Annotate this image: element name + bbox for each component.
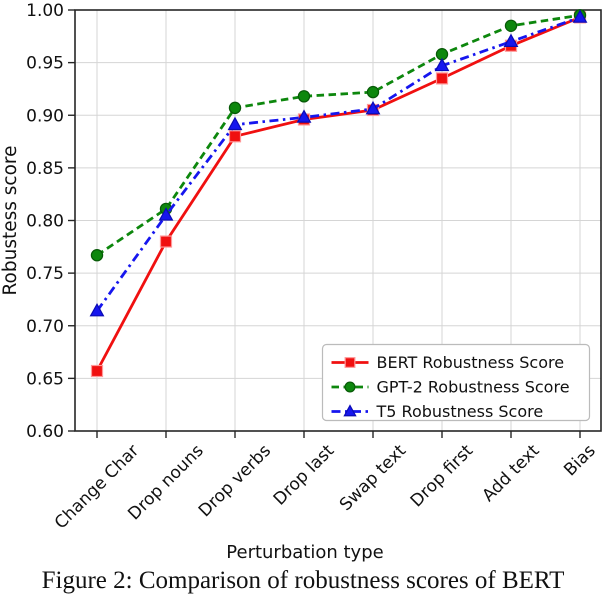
y-tick-label: 0.85 (26, 159, 64, 179)
y-tick-label: 1.00 (26, 1, 64, 21)
y-tick-label: 0.75 (26, 264, 64, 284)
x-tick-label: Drop first (407, 441, 478, 512)
data-point-marker-circle (90, 249, 104, 262)
data-point-marker-triangle (365, 100, 381, 115)
x-tick-label: Drop verbs (195, 441, 275, 521)
y-tick-label: 0.60 (26, 422, 64, 442)
y-tick-label: 0.95 (26, 54, 64, 74)
data-point-marker-square (435, 72, 449, 85)
legend-box (321, 343, 591, 422)
legend-label: T5 Robustness Score (376, 402, 544, 421)
data-point-marker-square (159, 235, 173, 248)
data-point-marker-circle (228, 101, 242, 115)
x-tick-label: Change Char (51, 441, 143, 533)
data-point-marker-circle (297, 90, 311, 103)
y-tick-label: 0.65 (26, 369, 64, 389)
x-axis-title: Perturbation type (226, 542, 383, 563)
data-point-marker-square (228, 130, 242, 143)
data-point-marker-triangle (572, 9, 588, 23)
y-axis-label: Robustess score (0, 146, 21, 296)
data-point-marker-triangle (227, 116, 243, 131)
data-point-marker-square (344, 357, 356, 368)
x-tick-label: Bias (560, 441, 599, 480)
series-line-2 (95, 16, 581, 312)
y-tick-label: 0.70 (26, 317, 64, 337)
data-point-marker-triangle (296, 109, 312, 123)
series-line-1 (96, 13, 581, 257)
y-tick-label: 0.90 (26, 106, 64, 126)
data-point-marker-circle (344, 381, 356, 393)
data-point-marker-square (90, 364, 104, 378)
data-point-marker-circle (366, 85, 380, 99)
series-line-0 (95, 16, 581, 372)
x-tick-label: Add text (479, 441, 544, 506)
data-point-marker-triangle (434, 57, 450, 72)
legend-label: BERT Robustness Score (377, 353, 565, 372)
chart-canvas: 0.60 0.65 0.70 0.75 0.80 0.85 0.90 0.95 1.00 Chan… (0, 1, 602, 563)
data-point-marker-triangle (503, 33, 519, 47)
legend-label: GPT-2 Robustness Score (377, 378, 570, 397)
x-tick-label: Swap text (336, 441, 410, 515)
data-point-marker-circle (504, 19, 518, 32)
data-point-marker-triangle (89, 302, 105, 317)
data-point-marker-triangle (158, 207, 174, 221)
figure-caption: Figure 2: Comparison of robustness score… (41, 567, 565, 594)
data-point-marker-triangle (343, 404, 357, 417)
y-tick-label: 0.80 (26, 212, 64, 232)
x-tick-label: Drop last (270, 441, 339, 510)
